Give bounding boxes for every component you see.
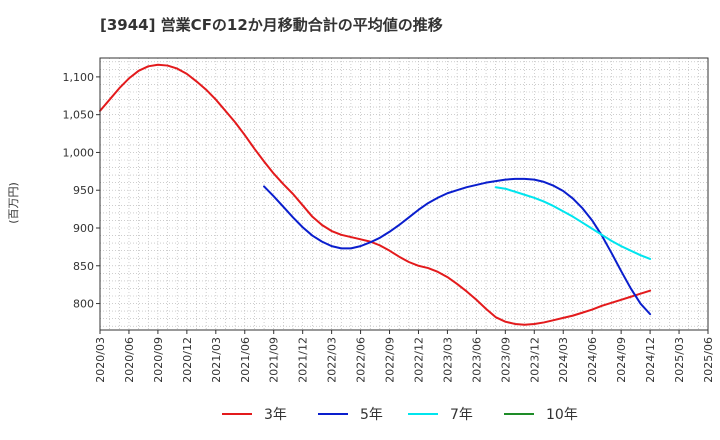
series-line-1 (99, 63, 652, 326)
legend-item: 7年 (408, 407, 473, 423)
y-axis-label: (百万円) (7, 182, 20, 224)
x-tick-label: 2024/03 (557, 337, 570, 383)
plot-area (100, 58, 708, 330)
x-tick-label: 2020/03 (94, 337, 107, 383)
x-tick-label: 2022/12 (412, 337, 425, 383)
legend-item: 3年 (222, 407, 287, 423)
chart-title: [3944] 営業CFの12か月移動合計の平均値の推移 (100, 16, 443, 34)
grid-lines (100, 58, 708, 330)
legend-item: 10年 (504, 407, 578, 423)
x-tick-label: 2022/09 (384, 337, 397, 383)
y-tick-label: 950 (73, 184, 94, 197)
x-tick-label: 2020/06 (123, 337, 136, 383)
x-tick-label: 2021/12 (297, 337, 310, 383)
x-tick-label: 2025/03 (673, 337, 686, 383)
x-tick-label: 2024/06 (586, 337, 599, 383)
y-tick-label: 1,100 (63, 71, 95, 84)
x-tick-label: 2023/12 (528, 337, 541, 383)
legend-item: 5年 (318, 407, 383, 423)
legend: 3年 5年 7年 10年 (222, 407, 578, 423)
legend-label: 3年 (264, 407, 287, 423)
legend-label: 7年 (450, 407, 473, 423)
x-tick-label: 2025/06 (702, 337, 715, 383)
x-tick-label: 2021/09 (268, 337, 281, 383)
legend-label: 5年 (360, 407, 383, 423)
y-tick-label: 900 (73, 222, 94, 235)
x-tick-label: 2024/12 (644, 337, 657, 383)
y-tick-label: 1,000 (63, 146, 95, 159)
x-tick-label: 2023/09 (499, 337, 512, 383)
x-tick-label: 2023/06 (470, 337, 483, 383)
x-tick-label: 2020/12 (181, 337, 194, 383)
series-line-3 (494, 186, 652, 260)
x-tick-label: 2021/06 (239, 337, 252, 383)
x-tick-label: 2020/09 (152, 337, 165, 383)
x-tick-label: 2022/03 (326, 337, 339, 383)
series-line-2 (263, 177, 652, 316)
legend-label: 10年 (546, 407, 578, 423)
x-tick-label: 2023/03 (441, 337, 454, 383)
series-lines (99, 63, 652, 326)
y-tick-label: 850 (73, 260, 94, 273)
x-tick-label: 2024/09 (615, 337, 628, 383)
y-axis-ticks: 800 850 900 950 1,000 1,050 1,100 (63, 71, 100, 311)
y-tick-label: 1,050 (63, 109, 95, 122)
x-tick-label: 2021/03 (210, 337, 223, 383)
x-axis-ticks: 2020/03 2020/06 2020/09 2020/12 2021/03 2021/… (94, 330, 715, 383)
y-tick-label: 800 (73, 298, 94, 311)
x-tick-label: 2022/06 (355, 337, 368, 383)
plot-border (99, 57, 709, 331)
